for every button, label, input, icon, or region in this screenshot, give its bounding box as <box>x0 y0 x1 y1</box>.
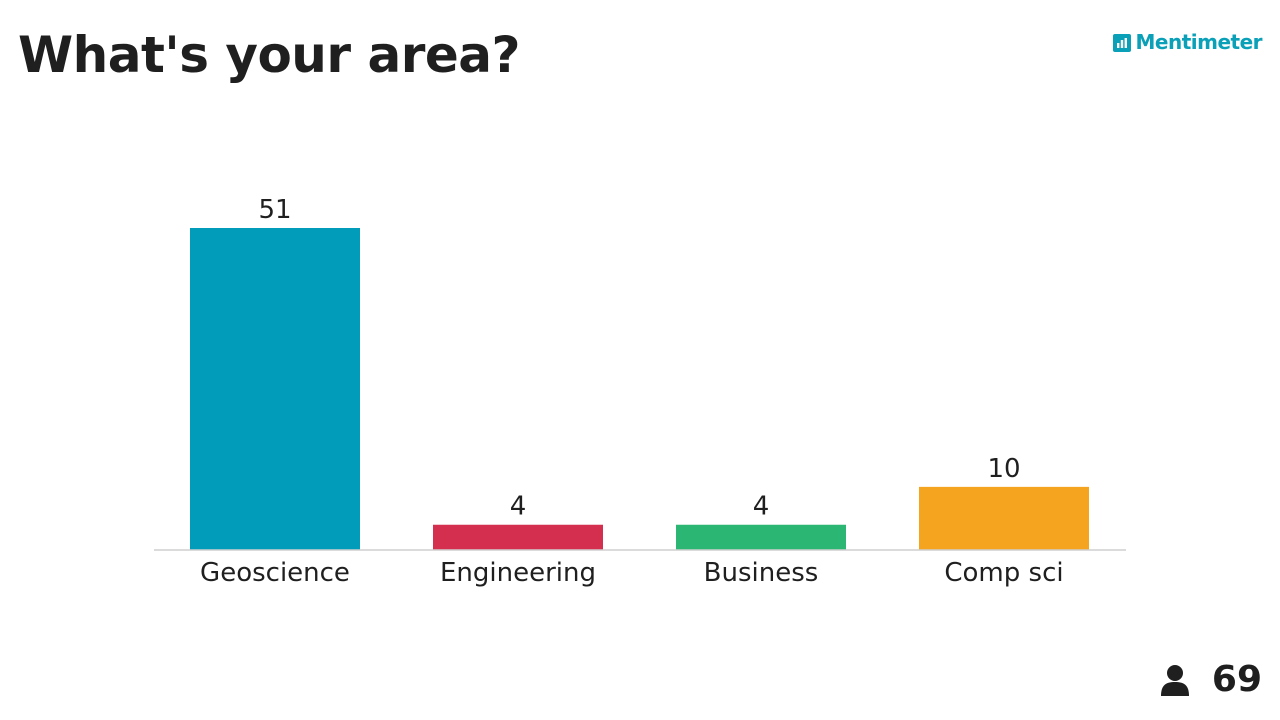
page-title: What's your area? <box>18 26 521 84</box>
bar-engineering <box>433 524 603 550</box>
bar-geoscience <box>190 228 360 550</box>
data-label-business: 4 <box>753 492 770 522</box>
bar-chart-logo-icon <box>1113 33 1132 52</box>
brand-name: Mentimeter <box>1135 30 1262 54</box>
category-label-geoscience: Geoscience <box>200 558 350 588</box>
participant-count: 69 <box>1211 659 1262 700</box>
brand-logo: Mentimeter <box>1113 30 1262 54</box>
category-label-comp-sci: Comp sci <box>944 558 1063 588</box>
participant-counter: 69 <box>1160 659 1262 700</box>
bar-business <box>676 524 846 550</box>
data-label-geoscience: 51 <box>258 195 291 225</box>
category-label-engineering: Engineering <box>440 558 596 588</box>
person-icon <box>1160 664 1190 696</box>
bar-comp-sci <box>919 486 1089 550</box>
category-label-business: Business <box>704 558 819 588</box>
data-label-engineering: 4 <box>510 492 527 522</box>
data-label-comp-sci: 10 <box>987 454 1020 484</box>
